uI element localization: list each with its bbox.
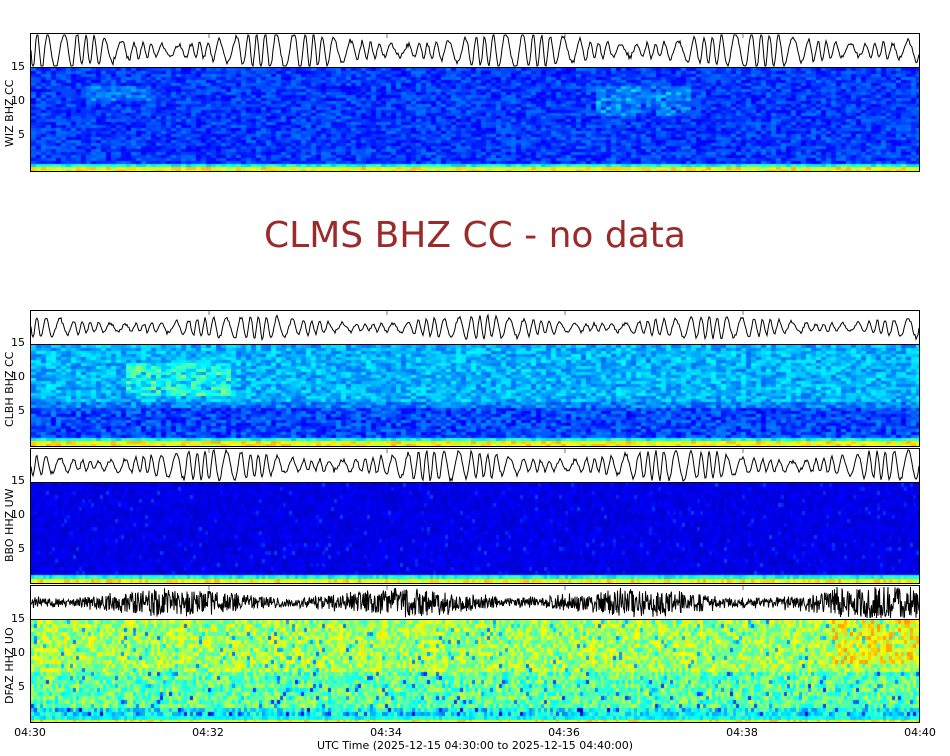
xtick-0436: 04:36 [548, 726, 580, 739]
ytick-5: 5 [18, 680, 25, 693]
ytick-15: 15 [11, 336, 25, 349]
panel-clbh [30, 310, 920, 447]
ytick-15: 15 [11, 60, 25, 73]
ytick-10: 10 [11, 646, 25, 659]
xtick-0434: 04:34 [370, 726, 402, 739]
ytick-10: 10 [11, 370, 25, 383]
waveform-trace-clbh [30, 310, 920, 345]
waveform-line [31, 311, 919, 342]
ytick-5: 5 [18, 128, 25, 141]
waveform-trace-dfaz [30, 585, 920, 620]
x-axis-label: UTC Time (2025-12-15 04:30:00 to 2025-12… [317, 739, 633, 752]
ytick-10: 10 [11, 508, 25, 521]
waveform-line [31, 449, 919, 482]
panel-bbo [30, 448, 920, 584]
ytick-15: 15 [11, 474, 25, 487]
waveform-trace-wiz [30, 33, 920, 68]
xtick-0432: 04:32 [192, 726, 224, 739]
no-data-message: CLMS BHZ CC - no data [264, 215, 686, 256]
xtick-0430: 04:30 [14, 726, 46, 739]
waveform-line [31, 34, 919, 67]
panel-wiz [30, 33, 920, 172]
ytick-5: 5 [18, 404, 25, 417]
waveform-trace-bbo [30, 448, 920, 483]
spectrogram-dfaz [30, 619, 920, 723]
xtick-0440: 04:40 [904, 726, 936, 739]
ytick-10: 10 [11, 94, 25, 107]
xtick-0438: 04:38 [726, 726, 758, 739]
spectrogram-clbh [30, 344, 920, 447]
ytick-5: 5 [18, 542, 25, 555]
spectrogram-wiz [30, 67, 920, 172]
spectrogram-bbo [30, 482, 920, 584]
panel-dfaz [30, 585, 920, 723]
ytick-15: 15 [11, 612, 25, 625]
waveform-line [31, 586, 919, 619]
